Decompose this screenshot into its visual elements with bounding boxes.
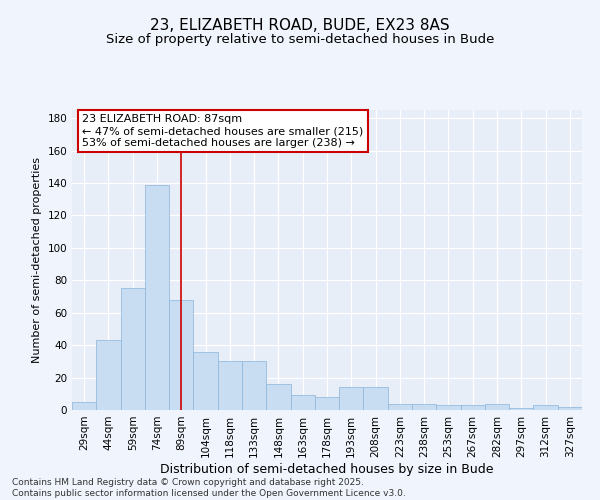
Bar (242, 362, 266, 410)
Bar (461, 405, 485, 410)
Y-axis label: Number of semi-detached properties: Number of semi-detached properties (32, 157, 42, 363)
Bar (145, 184, 169, 410)
Text: Size of property relative to semi-detached houses in Bude: Size of property relative to semi-detach… (106, 32, 494, 46)
Bar (290, 396, 315, 410)
Bar (72, 402, 96, 410)
Bar (193, 352, 218, 410)
Bar (485, 404, 509, 410)
Text: 23, ELIZABETH ROAD, BUDE, EX23 8AS: 23, ELIZABETH ROAD, BUDE, EX23 8AS (150, 18, 450, 32)
Bar (558, 407, 582, 410)
Bar (436, 405, 461, 410)
Bar (96, 340, 121, 410)
X-axis label: Distribution of semi-detached houses by size in Bude: Distribution of semi-detached houses by … (160, 462, 494, 475)
Bar (218, 362, 242, 410)
Text: 23 ELIZABETH ROAD: 87sqm
← 47% of semi-detached houses are smaller (215)
53% of : 23 ELIZABETH ROAD: 87sqm ← 47% of semi-d… (82, 114, 364, 148)
Bar (266, 384, 290, 410)
Bar (315, 397, 339, 410)
Bar (121, 288, 145, 410)
Bar (388, 404, 412, 410)
Bar (364, 388, 388, 410)
Bar (533, 405, 558, 410)
Text: Contains HM Land Registry data © Crown copyright and database right 2025.
Contai: Contains HM Land Registry data © Crown c… (12, 478, 406, 498)
Bar (412, 404, 436, 410)
Bar (169, 300, 193, 410)
Bar (509, 408, 533, 410)
Bar (339, 388, 364, 410)
